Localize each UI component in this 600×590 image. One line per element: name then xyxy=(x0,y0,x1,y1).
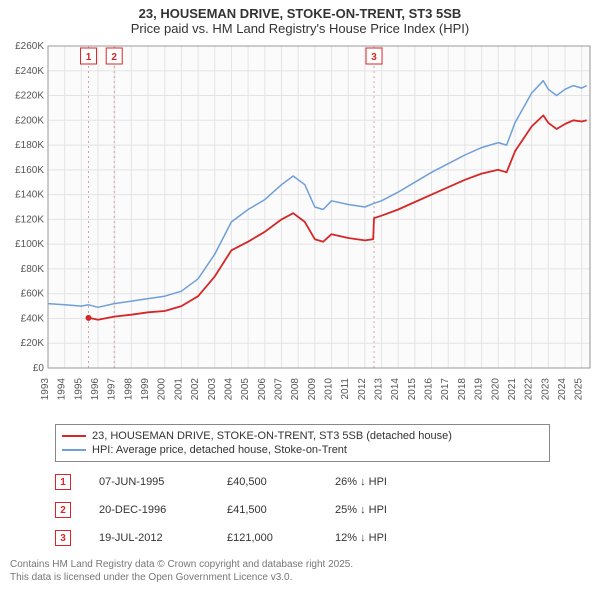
sales-table: 1 07-JUN-1995 £40,500 26% ↓ HPI 2 20-DEC-1996… xyxy=(55,470,550,554)
svg-text:2003: 2003 xyxy=(207,378,218,401)
sale-badge: 1 xyxy=(55,474,71,490)
sale-badge: 2 xyxy=(55,502,71,518)
sale-delta: 12% ↓ HPI xyxy=(335,532,435,544)
svg-text:£180K: £180K xyxy=(15,140,44,151)
chart-svg: £0 £20K £40K £60K £80K £100K £120K £140K £160K £1… xyxy=(0,38,600,418)
legend-swatch xyxy=(62,449,86,451)
legend-item: HPI: Average price, detached house, Stok… xyxy=(62,443,543,457)
legend-label: HPI: Average price, detached house, Stok… xyxy=(92,444,347,456)
svg-text:2000: 2000 xyxy=(157,378,168,401)
sale-date: 19-JUL-2012 xyxy=(99,532,199,544)
svg-text:2024: 2024 xyxy=(557,378,568,401)
svg-text:2025: 2025 xyxy=(574,378,585,401)
svg-text:£80K: £80K xyxy=(21,264,45,275)
svg-text:2: 2 xyxy=(111,52,117,63)
svg-text:2009: 2009 xyxy=(307,378,318,401)
svg-text:2012: 2012 xyxy=(357,378,368,401)
svg-text:2020: 2020 xyxy=(490,378,501,401)
svg-text:2001: 2001 xyxy=(173,378,184,401)
svg-text:1993: 1993 xyxy=(40,378,51,401)
chart-title: 23, HOUSEMAN DRIVE, STOKE-ON-TRENT, ST3 … xyxy=(0,6,600,21)
svg-text:2005: 2005 xyxy=(240,378,251,401)
sale-delta: 26% ↓ HPI xyxy=(335,476,435,488)
svg-text:1998: 1998 xyxy=(123,378,134,401)
chart-title-block: 23, HOUSEMAN DRIVE, STOKE-ON-TRENT, ST3 … xyxy=(0,0,600,38)
svg-text:2014: 2014 xyxy=(390,378,401,401)
svg-text:2023: 2023 xyxy=(540,378,551,401)
chart-subtitle: Price paid vs. HM Land Registry's House … xyxy=(0,21,600,36)
svg-text:2011: 2011 xyxy=(340,378,351,400)
svg-text:2006: 2006 xyxy=(257,378,268,401)
sale-price: £40,500 xyxy=(227,476,307,488)
svg-text:1: 1 xyxy=(86,52,92,63)
sale-delta: 25% ↓ HPI xyxy=(335,504,435,516)
svg-text:2013: 2013 xyxy=(374,378,385,401)
sale-price: £121,000 xyxy=(227,532,307,544)
svg-text:2019: 2019 xyxy=(474,378,485,401)
svg-text:£220K: £220K xyxy=(15,91,44,102)
svg-text:2007: 2007 xyxy=(273,378,284,401)
legend-label: 23, HOUSEMAN DRIVE, STOKE-ON-TRENT, ST3 … xyxy=(92,430,452,442)
chart-plot-area: £0 £20K £40K £60K £80K £100K £120K £140K £160K £1… xyxy=(0,38,600,418)
svg-text:£260K: £260K xyxy=(15,41,44,52)
svg-text:1995: 1995 xyxy=(73,378,84,401)
svg-text:£240K: £240K xyxy=(15,66,44,77)
svg-text:£140K: £140K xyxy=(15,190,44,201)
svg-text:£40K: £40K xyxy=(21,313,45,324)
svg-text:1999: 1999 xyxy=(140,378,151,401)
svg-text:£200K: £200K xyxy=(15,115,44,126)
chart-container: 23, HOUSEMAN DRIVE, STOKE-ON-TRENT, ST3 … xyxy=(0,0,600,590)
sale-row: 2 20-DEC-1996 £41,500 25% ↓ HPI xyxy=(55,498,550,526)
legend-item: 23, HOUSEMAN DRIVE, STOKE-ON-TRENT, ST3 … xyxy=(62,429,543,443)
footer-line2: This data is licensed under the Open Gov… xyxy=(10,571,550,584)
svg-text:£20K: £20K xyxy=(21,338,45,349)
sale-price: £41,500 xyxy=(227,504,307,516)
svg-text:2002: 2002 xyxy=(190,378,201,401)
svg-text:1996: 1996 xyxy=(90,378,101,401)
svg-text:£160K: £160K xyxy=(15,165,44,176)
svg-text:£0: £0 xyxy=(33,363,45,374)
sale-row: 3 19-JUL-2012 £121,000 12% ↓ HPI xyxy=(55,526,550,554)
svg-text:2018: 2018 xyxy=(457,378,468,401)
svg-text:2022: 2022 xyxy=(524,378,535,401)
sale-date: 20-DEC-1996 xyxy=(99,504,199,516)
svg-text:2017: 2017 xyxy=(440,378,451,401)
svg-text:2021: 2021 xyxy=(507,378,518,401)
footer-line1: Contains HM Land Registry data © Crown c… xyxy=(10,558,550,571)
legend: 23, HOUSEMAN DRIVE, STOKE-ON-TRENT, ST3 … xyxy=(55,424,550,462)
svg-text:2008: 2008 xyxy=(290,378,301,401)
svg-text:1994: 1994 xyxy=(57,378,68,401)
svg-text:3: 3 xyxy=(371,52,377,63)
legend-swatch xyxy=(62,435,86,437)
svg-text:2010: 2010 xyxy=(324,378,335,401)
sale-badge: 3 xyxy=(55,530,71,546)
svg-text:£100K: £100K xyxy=(15,239,44,250)
sale-row: 1 07-JUN-1995 £40,500 26% ↓ HPI xyxy=(55,470,550,498)
svg-text:2004: 2004 xyxy=(223,378,234,401)
footer-attribution: Contains HM Land Registry data © Crown c… xyxy=(10,558,550,584)
sale-date: 07-JUN-1995 xyxy=(99,476,199,488)
svg-text:£60K: £60K xyxy=(21,289,45,300)
svg-text:2016: 2016 xyxy=(424,378,435,401)
svg-text:1997: 1997 xyxy=(107,378,118,401)
svg-text:2015: 2015 xyxy=(407,378,418,401)
svg-text:£120K: £120K xyxy=(15,214,44,225)
